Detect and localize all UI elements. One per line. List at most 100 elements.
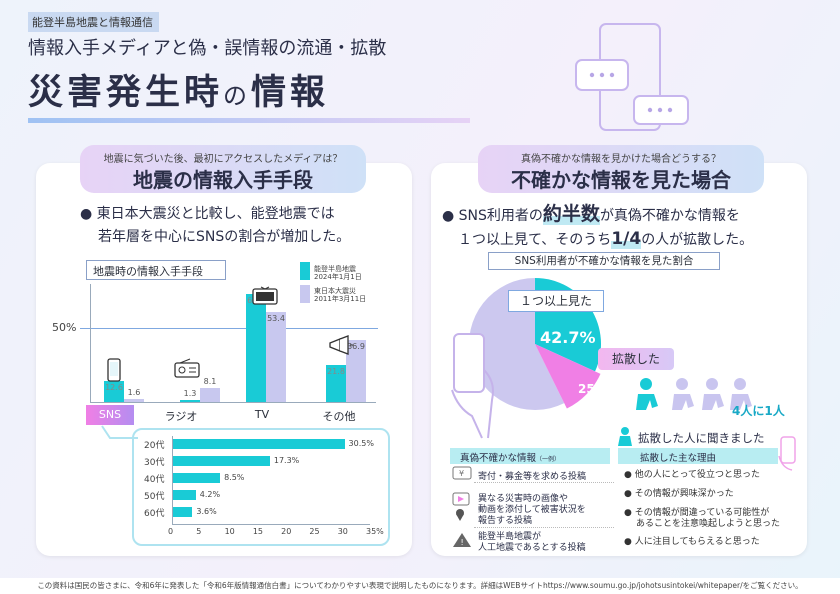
age-tick-4: 20 bbox=[281, 527, 292, 536]
smartphone-icon bbox=[107, 358, 121, 382]
bar-value-east-3: 36.9 bbox=[347, 341, 365, 351]
age-tick-3: 15 bbox=[252, 527, 264, 536]
example-title-small: （一例） bbox=[536, 456, 561, 463]
pie-slice-not-seen bbox=[469, 278, 565, 410]
summary-line1: 東日本大震災と比較し、能登地震では bbox=[96, 206, 335, 222]
person-ask-icon bbox=[618, 427, 632, 446]
legend-east-date: 2011年3月11日 bbox=[314, 295, 367, 303]
reason-2: ● その情報が興味深かった bbox=[624, 489, 734, 499]
age-value-1: 17.3% bbox=[273, 456, 300, 465]
category-sns: SNS bbox=[86, 405, 134, 425]
summary-l2c: の人が拡散した。 bbox=[641, 232, 754, 248]
age-bar-chart: 20代 30.5% 30代 17.3% 40代 8.5% 50代 4.2% 60代 3.6% bbox=[144, 436, 374, 524]
footer-note: この資料は国民の皆さまに、令和6年に発表した「令和6年版情報通信白書」についてわ… bbox=[0, 578, 840, 594]
age-label-2: 40代 bbox=[144, 475, 165, 485]
example-item-1: 寄付・募金等を求める投稿 bbox=[478, 472, 587, 482]
legend-noto-date: 2024年1月1日 bbox=[314, 273, 362, 281]
category-other: その他 bbox=[322, 410, 356, 423]
tv-icon bbox=[252, 286, 278, 305]
summary-l1b: 約半数 bbox=[542, 203, 600, 225]
legend-noto-name: 能登半島地震 bbox=[314, 265, 356, 273]
radio-icon bbox=[174, 358, 200, 378]
category-radio: ラジオ bbox=[164, 410, 198, 423]
svg-text:¥: ¥ bbox=[459, 469, 464, 478]
example-title-main: 真偽不確かな情報 bbox=[460, 453, 537, 464]
pie-title: SNS利用者が不確かな情報を見た割合 bbox=[488, 252, 720, 270]
example-item-2c: 報告する投稿 bbox=[478, 516, 533, 526]
reason-1: ● 他の人にとって役立つと思った bbox=[624, 470, 760, 480]
age-x-ticks: 0 5 10 15 20 25 30 35% bbox=[168, 527, 384, 539]
bar-value-noto-3: 21.8 bbox=[327, 367, 345, 377]
reason-4-text: 人に注目してもらえると思った bbox=[634, 537, 760, 547]
title-main: 災害発生時 bbox=[28, 73, 224, 113]
left-heading: 地震の情報入手手段 bbox=[133, 168, 313, 192]
title-end: 情報 bbox=[251, 73, 330, 113]
media-bar-chart: 12.61.61.38.164.253.421.836.9 bbox=[90, 284, 380, 402]
reason-3: ● その情報が間違っている可能性が bbox=[624, 508, 770, 518]
example-box-header bbox=[450, 448, 610, 464]
ratio-label: 4人に1人 bbox=[732, 404, 785, 418]
bar-east-0 bbox=[124, 399, 144, 402]
reason-4: ● 人に注目してもらえると思った bbox=[624, 537, 760, 547]
summary-l2a: １つ以上見て、そのうち bbox=[458, 232, 612, 248]
bar-value-noto-0: 12.6 bbox=[105, 382, 123, 392]
title-underline bbox=[28, 118, 470, 123]
example-divider-2 bbox=[474, 527, 614, 528]
bar-value-east-1: 8.1 bbox=[203, 377, 217, 387]
summary-l1c: が真偽不確かな情報を bbox=[599, 208, 740, 224]
example-box-title: 真偽不確かな情報（一例） bbox=[460, 450, 560, 464]
x-axis bbox=[90, 402, 376, 403]
reason-2-text: その情報が興味深かった bbox=[634, 489, 734, 499]
age-value-4: 3.6% bbox=[196, 507, 217, 516]
svg-text:!: ! bbox=[461, 538, 464, 547]
reason-3b: あることを注意喚起しようと思った bbox=[636, 519, 781, 529]
summary-line2: 若年層を中心にSNSの割合が増加した。 bbox=[98, 229, 351, 245]
y-50-line bbox=[80, 328, 378, 329]
reason-3-text: その情報が間違っている可能性が bbox=[634, 508, 770, 518]
pie-slice-spread bbox=[535, 344, 601, 409]
age-value-2: 8.5% bbox=[224, 473, 245, 482]
bullet-icon: ● bbox=[80, 206, 97, 222]
chat-phone-illustration bbox=[575, 23, 689, 131]
bar-east-1 bbox=[200, 388, 220, 402]
phone-hand-icon bbox=[778, 436, 796, 471]
summary-l2b: 1/4 bbox=[611, 229, 642, 249]
bullet-icon: ● bbox=[442, 208, 459, 224]
legend-noto: 能登半島地震 2024年1月1日 bbox=[314, 265, 362, 281]
right-heading-box bbox=[478, 145, 764, 193]
legend-east-name: 東日本大震災 bbox=[314, 287, 356, 295]
legend-east-swatch bbox=[300, 285, 310, 303]
page-subtitle: 情報入手メディアと偽・誤情報の流通・拡散 bbox=[28, 38, 387, 59]
legend-noto-swatch bbox=[300, 262, 310, 280]
age-label-0: 20代 bbox=[144, 441, 165, 451]
y-axis bbox=[90, 284, 91, 402]
left-summary: ● 東日本大震災と比較し、能登地震では 若年層を中心にSNSの割合が増加した。 bbox=[80, 203, 350, 249]
age-tick-5: 25 bbox=[309, 527, 320, 536]
summary-l1a: SNS利用者の bbox=[458, 208, 543, 224]
age-connector bbox=[101, 425, 138, 439]
age-label-1: 30代 bbox=[144, 458, 165, 468]
bar-noto-3 bbox=[326, 365, 346, 402]
video-pin-icon bbox=[452, 492, 470, 521]
bar-noto-1 bbox=[180, 399, 200, 402]
age-label-3: 50代 bbox=[144, 492, 165, 502]
bar-east-2 bbox=[266, 311, 286, 402]
age-x-axis bbox=[172, 524, 370, 525]
age-tick-6: 30 bbox=[337, 527, 348, 536]
example-item-3b: 人工地震であるとする投稿 bbox=[478, 543, 586, 553]
age-value-0: 30.5% bbox=[348, 439, 374, 448]
chart-title: 地震時の情報入手手段 bbox=[86, 260, 226, 280]
right-question: 真偽不確かな情報を見かけた場合どうする？ bbox=[521, 154, 721, 165]
reason-box-header bbox=[618, 448, 778, 464]
right-summary: ● SNS利用者の約半数が真偽不確かな情報を １つ以上見て、そのうち1/4の人が… bbox=[442, 203, 753, 252]
donation-icon: ¥ bbox=[452, 466, 472, 480]
age-tick-2: 10 bbox=[224, 527, 235, 536]
age-label-4: 60代 bbox=[144, 509, 165, 519]
age-value-3: 4.2% bbox=[199, 490, 221, 499]
reason-1-text: 他の人にとって役立つと思った bbox=[634, 470, 760, 480]
seen-label: １つ以上見た bbox=[508, 290, 604, 312]
bar-value-east-0: 1.6 bbox=[127, 388, 141, 398]
age-tick-1: 5 bbox=[196, 527, 202, 536]
people-icon-group bbox=[636, 378, 752, 410]
megaphone-icon bbox=[329, 335, 353, 355]
